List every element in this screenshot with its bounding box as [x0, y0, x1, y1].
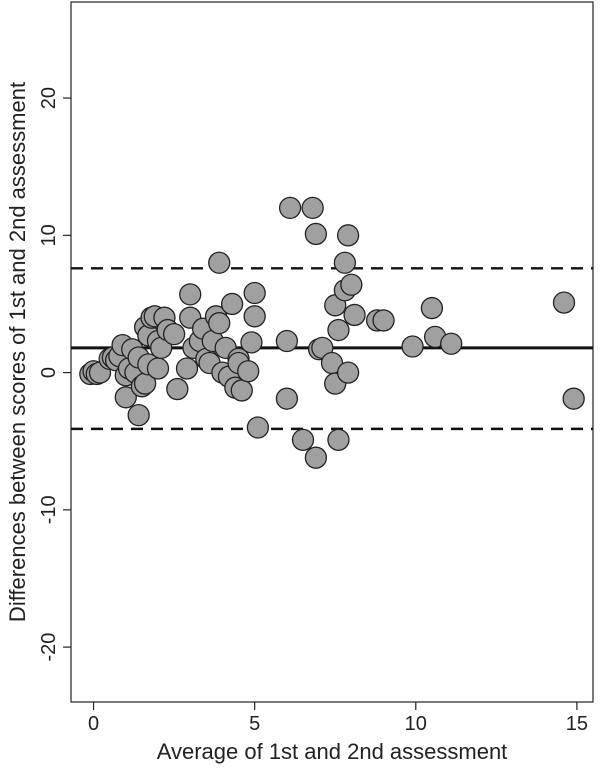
y-tick-label: 0: [38, 367, 60, 378]
data-point: [179, 283, 202, 306]
x-axis: 0 5 10 15: [88, 702, 588, 735]
data-point: [291, 428, 315, 451]
data-point: [304, 446, 328, 469]
data-point: [278, 196, 302, 220]
data-point: [230, 379, 253, 402]
y-tick-label: 20: [38, 87, 60, 109]
data-point: [343, 303, 366, 327]
x-axis-label: Average of 1st and 2nd assessment: [157, 739, 508, 764]
x-tick-label: 0: [88, 713, 99, 735]
data-point: [304, 222, 328, 246]
x-tick-label: 15: [566, 713, 588, 735]
data-point: [208, 312, 231, 335]
data-point: [340, 273, 363, 296]
data-point: [327, 428, 350, 451]
data-point: [243, 281, 266, 305]
y-axis-label: Differences between scores of 1st and 2n…: [5, 82, 30, 622]
y-axis: -20 -10 0 10 20: [38, 87, 71, 662]
x-tick-label: 5: [249, 713, 260, 735]
data-point: [127, 403, 150, 427]
data-point: [336, 361, 360, 384]
data-point: [552, 291, 576, 314]
data-point: [220, 292, 244, 316]
data-point: [440, 332, 463, 355]
y-tick-label: -10: [38, 495, 60, 524]
data-point: [114, 386, 137, 409]
data-point: [275, 387, 299, 410]
data-point: [327, 318, 350, 342]
data-point: [208, 251, 231, 274]
data-point: [246, 416, 270, 439]
x-tick-label: 10: [405, 713, 427, 735]
data-point: [333, 251, 357, 274]
data-point: [372, 309, 395, 332]
data-point: [336, 224, 360, 247]
scatter-points: [79, 196, 585, 469]
data-point: [562, 387, 585, 410]
data-point: [175, 357, 199, 380]
y-tick-label: -20: [38, 633, 60, 662]
data-point: [401, 335, 424, 358]
data-point: [240, 331, 263, 354]
data-point: [166, 377, 189, 401]
data-point: [275, 329, 299, 353]
data-point: [237, 360, 260, 383]
y-tick-label: 10: [38, 224, 60, 246]
data-point: [301, 196, 324, 220]
data-point: [420, 296, 444, 320]
data-point: [146, 357, 170, 380]
plot-frame: [70, 1, 594, 703]
data-point: [243, 305, 266, 328]
data-point: [162, 323, 186, 346]
